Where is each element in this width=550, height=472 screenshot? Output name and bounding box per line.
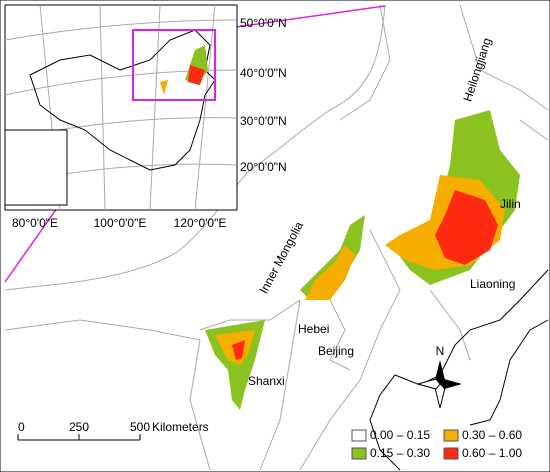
region-label: Hebei — [298, 322, 329, 336]
legend-label: 0.00 – 0.15 — [370, 428, 430, 442]
lon-label: 80°0'0"E — [12, 216, 58, 230]
lon-label: 120°0'0"E — [174, 216, 227, 230]
inset-box — [4, 129, 68, 206]
legend-swatch — [351, 447, 367, 460]
scale-label: 500 — [130, 420, 150, 434]
legend-label: 0.60 – 1.00 — [462, 446, 522, 460]
risk-patches — [205, 110, 520, 410]
inset-patch — [160, 80, 168, 95]
patch — [300, 215, 365, 300]
region-label: Liaoning — [470, 277, 515, 291]
north-arrow: N — [416, 344, 462, 409]
lat-label: 20°0'0"N — [240, 160, 287, 174]
lat-label: 40°0'0"N — [240, 66, 287, 80]
lat-label: 50°0'0"N — [240, 16, 287, 30]
patch — [435, 190, 498, 265]
inset-patch — [188, 65, 205, 85]
legend-swatch — [443, 447, 459, 460]
region-label: Jilin — [500, 197, 521, 211]
connector — [214, 5, 386, 31]
lon-label: 100°0'0"E — [94, 216, 147, 230]
scale-label: 250 — [69, 420, 89, 434]
patch — [232, 340, 245, 360]
lat-label: 30°0'0"N — [240, 114, 287, 128]
province-borders — [4, 4, 549, 471]
patch — [305, 245, 355, 300]
coastline — [369, 269, 549, 471]
scale-bar: 0 250 500 Kilometers — [17, 420, 209, 441]
legend-label: 0.30 – 0.60 — [462, 428, 522, 442]
region-label: Beijing — [318, 344, 354, 358]
inset-map — [4, 4, 238, 211]
extent-box — [132, 29, 216, 101]
legend-swatch — [443, 429, 459, 442]
region-label: Shanxi — [248, 374, 285, 388]
legend: 0.00 – 0.15 0.15 – 0.30 0.30 – 0.60 0.60 – … — [351, 428, 522, 460]
legend-swatch — [351, 429, 367, 442]
scale-unit: Kilometers — [152, 420, 209, 434]
north-label: N — [436, 344, 445, 358]
scale-label: 0 — [18, 420, 25, 434]
legend-label: 0.15 – 0.30 — [370, 446, 430, 460]
